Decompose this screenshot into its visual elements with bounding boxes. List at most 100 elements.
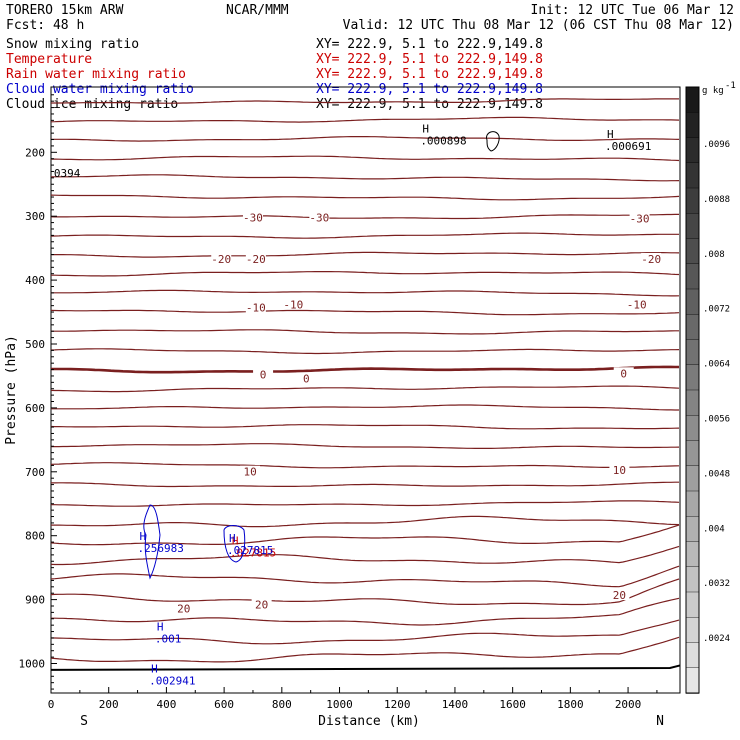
y-tick-label: 500 [25,338,45,351]
isotherm-line [50,578,680,606]
y-tick-label: 900 [25,594,45,607]
contour-label: 20 [255,599,268,612]
extremum-value: .027815 [230,546,276,559]
contour-label-bg [641,252,662,264]
extremum-value: 0394 [54,167,81,180]
x-tick-label: 600 [214,698,234,711]
isotherm-line [51,619,680,645]
isotherm-line [50,565,680,588]
colorbar-cell [685,263,700,290]
isotherm-line [51,329,679,335]
legend-xy: XY= 222.9, 5.1 to 222.9,149.8 [316,67,543,82]
x-tick-label: 800 [272,698,292,711]
colorbar-label: .0056 [703,415,730,425]
contour-label-bg [240,465,261,477]
colorbar-cell [685,314,700,341]
colorbar-unit: g kg [702,86,724,96]
colorbar-label: .0064 [703,360,730,370]
isotherm-line [50,385,680,393]
colorbar-cell [685,516,700,543]
colorbar-cell [685,465,700,492]
colorbar-label: .0032 [703,579,730,589]
isotherm-line [51,515,680,528]
isotherm-line [50,462,680,469]
y-axis-title: Pressure (hPa) [4,335,19,445]
colorbar-cell [685,541,700,568]
extremum-value: .256983 [138,542,184,555]
colorbar-frame [685,86,700,694]
x-tick-label: 1200 [384,698,411,711]
isotherm-line [51,481,679,488]
plot-frame [50,86,681,694]
colorbar-cell [685,238,700,265]
model-title: TORERO 15km ARW [6,3,124,18]
y-tick-label: 400 [25,274,45,287]
x-tick-label: 1400 [442,698,469,711]
contour-label: -10 [283,298,303,311]
isotherm-line [51,500,680,507]
legend-label: Cloud ice mixing ratio [6,97,178,112]
temperature-contours [50,98,681,671]
contour-label-bg [609,463,630,475]
x-axis-title: Distance (km) [318,714,420,729]
legend-label: Temperature [6,52,92,67]
colorbar-cell [685,162,700,189]
isotherm-line [50,348,680,355]
colorbar-cell [685,490,700,517]
axes: 0 200 400 600 800 1000 1200 1400 1600 1800 2000200… [19,94,658,711]
contour-label: -30 [630,213,650,226]
colorbar-cell [685,112,700,139]
extremum-symbol: H [157,621,164,634]
contour-label-bg [626,298,647,310]
colorbar: .0096 .0088 .008 .0072 .0064 .0056 .0048 .004 .0… [685,81,736,694]
contour-label: 10 [613,464,626,477]
contour-label-bg [245,252,266,264]
isotherm-line [50,116,680,123]
snow-contour [486,131,500,152]
colorbar-cell [685,339,700,366]
isotherm-line [51,136,680,142]
legend-xy: XY= 222.9, 5.1 to 222.9,149.8 [316,82,543,97]
x-end-label-left: S [80,714,88,729]
x-tick-label: 1800 [557,698,584,711]
extremum-symbol: H [229,532,236,545]
contour-label-bg [309,211,330,223]
valid-time: Valid: 12 UTC Thu 08 Mar 12 (06 CST Thu … [343,18,734,33]
extremum-value: .002941 [149,674,195,687]
isotherm-line [51,365,679,374]
colorbar-cell [685,187,700,214]
isotherm-line [50,524,680,546]
y-tick-label: 700 [25,466,45,479]
colorbar-cell [685,86,700,113]
colorbar-cell [685,566,700,593]
contour-label-bg [242,211,263,223]
legend-xy: XY= 222.9, 5.1 to 222.9,149.8 [316,97,543,112]
x-tick-label: 0 [48,698,55,711]
contour-label-bg [211,252,232,264]
colorbar-cell [685,213,700,240]
colorbar-label: .0072 [703,305,730,315]
y-tick-label: 600 [25,402,45,415]
extremum-symbol: H [607,128,614,141]
colorbar-cell [685,364,700,391]
contour-label-bg [245,301,266,313]
contour-label: -10 [627,298,647,311]
contour-label: -20 [211,253,231,266]
extrema-markers: H.000898 H.0006910394H.256983H.001H.00294… [54,122,651,687]
y-tick-label: 800 [25,530,45,543]
x-tick-label: 200 [99,698,119,711]
legend-xy: XY= 222.9, 5.1 to 222.9,149.8 [316,52,543,67]
extremum-value: .000898 [420,134,466,147]
isotherm-line [51,271,680,277]
ground-line [50,664,681,671]
isotherm-line [50,232,679,239]
init-time: Init: 12 UTC Tue 06 Mar 12 [531,3,735,18]
isotherm-line [51,443,680,449]
isotherm-line [50,213,679,220]
colorbar-cell [685,667,700,694]
extremum-symbol: H [232,534,239,547]
contour-label-bg [609,589,630,601]
contour-label-bg [173,602,194,614]
colorbar-label: .0088 [703,195,730,205]
contour-label-bg [613,367,634,379]
